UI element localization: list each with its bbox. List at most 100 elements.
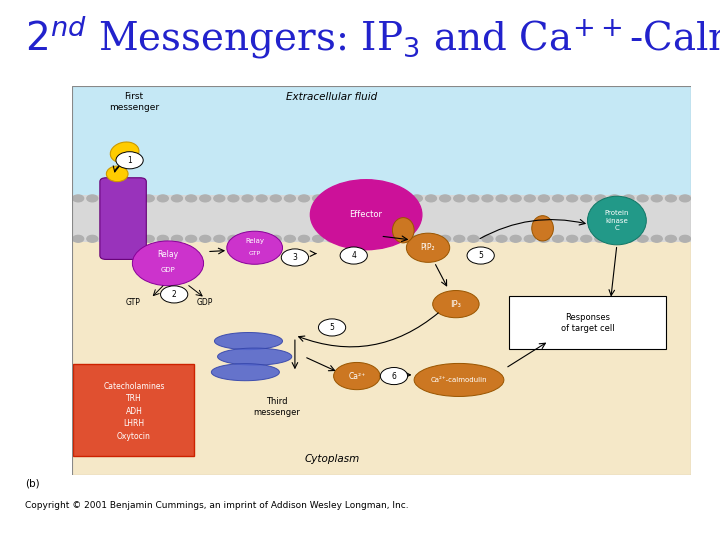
Circle shape	[680, 235, 690, 242]
Circle shape	[454, 235, 464, 242]
Circle shape	[426, 195, 436, 202]
Circle shape	[318, 319, 346, 336]
Circle shape	[355, 235, 366, 242]
Ellipse shape	[588, 196, 647, 245]
Circle shape	[115, 235, 126, 242]
Text: (b): (b)	[25, 478, 40, 489]
Text: First
messenger: First messenger	[109, 92, 159, 112]
Text: IP₃: IP₃	[451, 300, 462, 309]
Text: GDP: GDP	[197, 298, 213, 307]
Circle shape	[214, 235, 225, 242]
Ellipse shape	[333, 362, 380, 390]
Circle shape	[454, 195, 464, 202]
Ellipse shape	[132, 241, 204, 286]
Circle shape	[567, 195, 577, 202]
Circle shape	[482, 235, 493, 242]
Circle shape	[581, 195, 592, 202]
Circle shape	[284, 195, 295, 202]
Circle shape	[383, 195, 394, 202]
Circle shape	[312, 195, 323, 202]
Circle shape	[482, 195, 493, 202]
Text: 1: 1	[127, 156, 132, 165]
Circle shape	[665, 195, 676, 202]
Circle shape	[256, 235, 267, 242]
FancyBboxPatch shape	[72, 242, 691, 475]
Ellipse shape	[532, 215, 554, 241]
Circle shape	[101, 235, 112, 242]
Text: PIP₂: PIP₂	[420, 243, 436, 252]
Circle shape	[510, 235, 521, 242]
Circle shape	[397, 195, 408, 202]
Circle shape	[539, 195, 549, 202]
Circle shape	[440, 235, 451, 242]
Circle shape	[116, 152, 143, 169]
Circle shape	[299, 195, 310, 202]
Text: 5: 5	[478, 251, 483, 260]
Circle shape	[341, 235, 352, 242]
Circle shape	[214, 195, 225, 202]
Circle shape	[609, 195, 620, 202]
Circle shape	[73, 195, 84, 202]
Circle shape	[496, 195, 507, 202]
Ellipse shape	[110, 142, 139, 163]
Text: Relay: Relay	[158, 250, 179, 259]
Circle shape	[383, 235, 394, 242]
Text: 6: 6	[392, 372, 397, 381]
Polygon shape	[215, 333, 282, 349]
Circle shape	[228, 195, 239, 202]
Circle shape	[680, 195, 690, 202]
Circle shape	[312, 235, 323, 242]
Circle shape	[467, 247, 495, 264]
Circle shape	[468, 195, 479, 202]
Circle shape	[468, 235, 479, 242]
Circle shape	[158, 195, 168, 202]
Circle shape	[652, 195, 662, 202]
Circle shape	[440, 195, 451, 202]
Ellipse shape	[406, 233, 450, 262]
Circle shape	[284, 235, 295, 242]
Circle shape	[129, 235, 140, 242]
Circle shape	[637, 235, 648, 242]
Circle shape	[340, 247, 367, 264]
Text: Effector: Effector	[350, 210, 382, 219]
Text: 5: 5	[330, 323, 335, 332]
Text: GTP: GTP	[125, 298, 140, 307]
Circle shape	[73, 235, 84, 242]
Text: Relay: Relay	[246, 238, 264, 244]
Circle shape	[282, 249, 309, 266]
Polygon shape	[217, 348, 292, 365]
Circle shape	[242, 235, 253, 242]
Circle shape	[186, 235, 197, 242]
Circle shape	[411, 235, 423, 242]
Circle shape	[609, 235, 620, 242]
Circle shape	[186, 195, 197, 202]
Circle shape	[161, 286, 188, 303]
Circle shape	[310, 180, 422, 249]
Circle shape	[510, 195, 521, 202]
Text: Cytoplasm: Cytoplasm	[305, 454, 360, 463]
Circle shape	[87, 195, 98, 202]
Circle shape	[270, 195, 282, 202]
Circle shape	[87, 235, 98, 242]
Circle shape	[158, 235, 168, 242]
FancyBboxPatch shape	[72, 86, 691, 195]
Ellipse shape	[392, 218, 414, 243]
Circle shape	[129, 195, 140, 202]
Text: 4: 4	[351, 251, 356, 260]
Circle shape	[581, 235, 592, 242]
Circle shape	[171, 235, 182, 242]
Circle shape	[341, 195, 352, 202]
Text: 2: 2	[172, 290, 176, 299]
Text: Ca²⁺-calmodulin: Ca²⁺-calmodulin	[431, 377, 487, 383]
Ellipse shape	[107, 166, 128, 181]
Ellipse shape	[227, 231, 282, 264]
Text: Protein
kinase
C: Protein kinase C	[605, 210, 629, 231]
Polygon shape	[212, 363, 279, 381]
Text: $2^{nd}$ Messengers: IP$_3$ and Ca$^{++}$-Calmodulin: $2^{nd}$ Messengers: IP$_3$ and Ca$^{++}…	[25, 14, 720, 61]
Text: Copyright © 2001 Benjamin Cummings, an imprint of Addison Wesley Longman, Inc.: Copyright © 2001 Benjamin Cummings, an i…	[25, 501, 409, 510]
Circle shape	[637, 195, 648, 202]
Circle shape	[411, 195, 423, 202]
Circle shape	[665, 235, 676, 242]
FancyBboxPatch shape	[73, 364, 194, 456]
Circle shape	[567, 235, 577, 242]
